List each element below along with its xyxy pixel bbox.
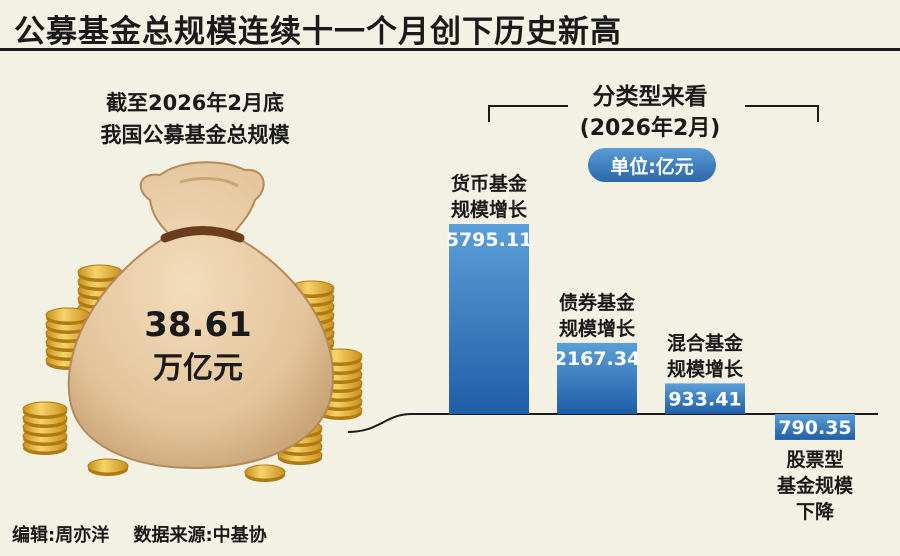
bar-2 <box>557 342 637 414</box>
category-label-1-2: 规模增长 <box>451 198 528 221</box>
bar-4 <box>775 414 855 440</box>
category-label-3-1: 混合基金 <box>667 331 744 354</box>
bar-value-label-4: 790.35 <box>778 417 851 439</box>
bar-1 <box>449 224 529 414</box>
category-label-2-1: 债券基金 <box>559 291 636 314</box>
total-unit: 万亿元 <box>153 351 243 386</box>
category-label-4-3: 下降 <box>796 500 835 523</box>
category-label-4-1: 股票型 <box>786 448 843 471</box>
editor-credit: 编辑:周亦洋 <box>12 525 110 546</box>
title-divider <box>0 48 900 51</box>
category-label-4-2: 基金规模 <box>776 474 854 497</box>
total-caption-line1: 截至2026年2月底 <box>105 91 285 115</box>
money-bag-icon <box>67 161 334 470</box>
breakdown-period: (2026年2月) <box>579 116 721 141</box>
heading-bracket <box>488 105 819 122</box>
bar-value-label-1: 5795.11 <box>446 229 533 251</box>
total-caption-line2: 我国公募基金总规模 <box>100 123 290 147</box>
footer: 编辑:周亦洋 数据来源:中基协 <box>12 521 267 547</box>
category-label-3-2: 规模增长 <box>667 357 744 380</box>
page-title: 公募基金总规模连续十一个月创下历史新高 <box>14 14 622 50</box>
bar-group: 5795.11货币基金规模增长2167.34债券基金规模增长933.41混合基金… <box>446 172 855 523</box>
source-credit: 数据来源:中基协 <box>133 525 267 546</box>
category-label-2-2: 规模增长 <box>559 317 636 340</box>
baseline <box>347 413 878 433</box>
bar-3 <box>665 383 745 414</box>
category-label-1-1: 货币基金 <box>451 172 528 195</box>
bar-value-label-2: 2167.34 <box>554 348 641 370</box>
breakdown-heading: 分类型来看 <box>592 84 708 110</box>
bar-value-label-3: 933.41 <box>668 388 741 410</box>
total-value: 38.61 <box>144 305 252 345</box>
unit-badge: 单位:亿元 <box>588 148 716 182</box>
